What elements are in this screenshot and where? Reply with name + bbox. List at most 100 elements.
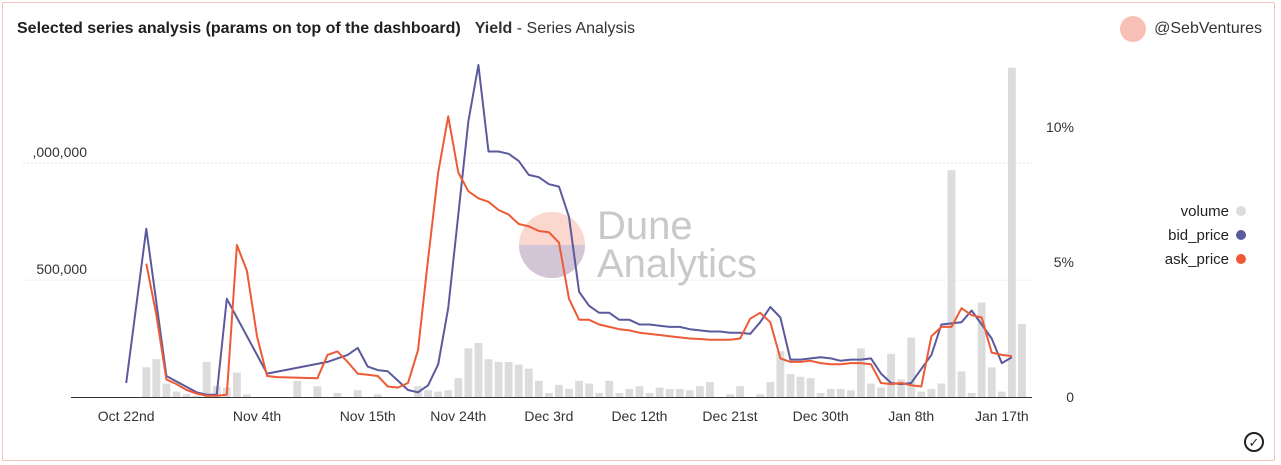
volume-bar: [474, 343, 483, 397]
volume-bar: [796, 376, 805, 397]
legend-label: bid_price: [1168, 227, 1229, 244]
volume-bar: [605, 380, 614, 397]
legend-label: volume: [1181, 203, 1229, 220]
x-tick-label: Jan 8th: [888, 408, 934, 424]
watermark-logo-half: [519, 245, 585, 278]
avatar: [1120, 16, 1147, 42]
chart-title: Selected series analysis (params on top …: [17, 20, 461, 37]
volume-bar: [333, 392, 342, 397]
volume-bar: [293, 380, 302, 397]
author-name: @SebVentures: [1154, 20, 1262, 37]
volume-bar: [373, 394, 382, 397]
x-tick-label: Dec 3rd: [524, 408, 573, 424]
volume-bar: [172, 391, 181, 397]
chart-subtitle: Yield - Series Analysis: [475, 20, 635, 38]
volume-bar: [232, 372, 241, 397]
x-tick-label: Dec 30th: [793, 408, 849, 424]
volume-bar: [1007, 67, 1016, 397]
ask_price-line: [145, 115, 1013, 397]
volume-bar: [967, 392, 976, 397]
check-circle-icon[interactable]: ✓: [1244, 432, 1264, 452]
volume-bar: [987, 367, 996, 397]
volume-bar: [937, 383, 946, 397]
volume-bar: [615, 392, 624, 397]
volume-bar: [555, 384, 563, 397]
volume-bar: [726, 394, 734, 397]
volume-bar: [484, 359, 493, 397]
volume-bar: [856, 348, 865, 397]
volume-bar: [534, 380, 543, 397]
subtitle-strong: Yield: [474, 20, 513, 37]
legend-marker: [1236, 230, 1246, 240]
watermark-text-1: Dune: [597, 204, 693, 248]
legend-marker: [1236, 206, 1246, 216]
volume-bar: [977, 302, 986, 397]
volume-bar: [655, 387, 664, 397]
volume-bar: [182, 394, 191, 397]
volume-bar: [162, 383, 171, 397]
volume-bar: [957, 371, 966, 397]
volume-bar: [695, 386, 704, 397]
volume-bar: [766, 382, 775, 397]
volume-bar: [756, 394, 765, 397]
x-tick-label: Dec 21st: [702, 408, 757, 424]
volume-bar: [575, 380, 584, 397]
volume-bar: [454, 378, 463, 397]
volume-bar: [685, 390, 694, 397]
volume-bar: [353, 390, 362, 397]
volume-bar: [997, 391, 1006, 397]
volume-bar: [514, 364, 523, 397]
volume-bar: [705, 382, 714, 397]
y-right-tick-label: 5%: [1054, 254, 1074, 270]
author-link[interactable]: @SebVentures: [1120, 15, 1262, 43]
legend-label: ask_price: [1165, 251, 1229, 268]
volume-bar: [544, 392, 553, 397]
volume-bar: [192, 395, 201, 397]
y-left-tick-label: 500,000: [36, 261, 87, 277]
volume-bar: [806, 378, 815, 397]
x-tick-label: Nov 4th: [233, 408, 281, 424]
volume-bar: [504, 361, 513, 397]
volume-bar: [434, 391, 443, 397]
x-tick-label: Nov 24th: [430, 408, 486, 424]
volume-bar: [907, 337, 916, 397]
x-tick-label: Oct 22nd: [98, 408, 155, 424]
volume-bar: [202, 361, 211, 397]
volume-bar: [887, 353, 896, 397]
volume-bar: [243, 394, 251, 397]
y-right-tick-label: 0: [1066, 389, 1074, 405]
volume-bar: [585, 383, 594, 397]
bid_price-line: [125, 64, 1013, 396]
volume-bar: [816, 392, 825, 397]
volume-bar: [836, 388, 845, 397]
volume-bar: [947, 170, 956, 397]
volume-bar: [736, 386, 745, 397]
x-tick-label: Nov 15th: [340, 408, 396, 424]
volume-bar: [645, 392, 654, 397]
volume-bar: [776, 351, 785, 397]
volume-bar: [1018, 324, 1026, 397]
volume-bar: [665, 388, 674, 397]
volume-bar: [313, 386, 322, 397]
volume-bar: [444, 390, 453, 397]
y-left-tick-label: ,000,000: [33, 144, 88, 160]
volume-bar: [846, 390, 855, 397]
volume-bar: [897, 379, 906, 397]
chart-svg: 500,000 ,000,000 0 5% 10% Oct 22nd Nov 4th Nov …: [23, 64, 1246, 424]
volume-bar: [867, 383, 875, 397]
volume-bar: [152, 359, 161, 397]
volume-bar: [786, 374, 795, 397]
chart-area: 500,000 ,000,000 0 5% 10% Oct 22nd Nov 4th Nov …: [3, 3, 1274, 460]
x-tick-label: Jan 17th: [975, 408, 1029, 424]
volume-bar: [635, 386, 644, 397]
volume-bar: [464, 348, 473, 397]
volume-bar: [917, 391, 926, 397]
watermark-text-2: Analytics: [597, 242, 757, 286]
subtitle-rest: - Series Analysis: [512, 20, 636, 37]
volume-bar: [625, 388, 634, 397]
volume-bar: [565, 388, 573, 397]
volume-bar: [826, 388, 835, 397]
volume-bar: [424, 390, 433, 397]
